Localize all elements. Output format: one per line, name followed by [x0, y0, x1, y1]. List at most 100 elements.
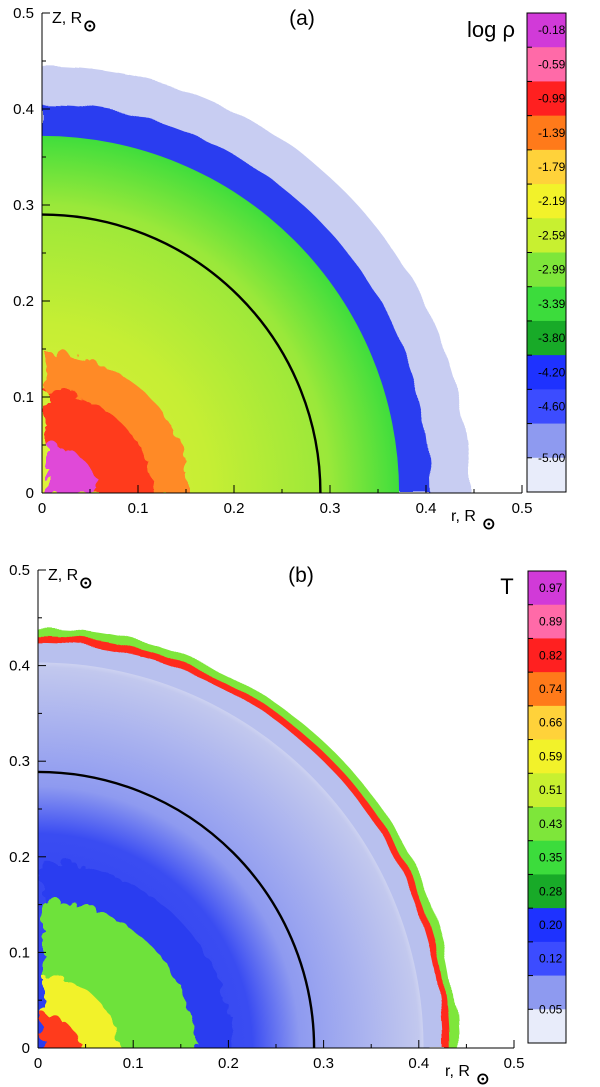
colorbar-swatch: [528, 874, 566, 909]
sun-symbol-dot-icon: [84, 581, 88, 585]
colorbar-label: -4.20: [538, 365, 566, 379]
colorbar-label: 0.35: [539, 851, 563, 865]
sun-symbol-icon: [477, 1073, 489, 1085]
colorbar-label: 0.59: [539, 749, 563, 763]
colorbar-label: 0.82: [539, 648, 563, 662]
x-tick-label: 0.3: [313, 1055, 334, 1072]
x-tick-label: 0.3: [320, 500, 341, 517]
colorbar-swatch: [527, 355, 566, 390]
colorbar-swatch: [527, 115, 566, 151]
colorbar-swatch: [527, 286, 566, 322]
colorbar-swatch: [527, 13, 566, 48]
sun-symbol-dot-icon: [487, 522, 491, 526]
y-tick-label: 0.4: [9, 658, 30, 675]
colorbar-swatch: [528, 705, 566, 741]
y-tick-label: 0.2: [9, 849, 30, 866]
colorbar-swatch: [527, 389, 566, 425]
colorbar-label: -0.99: [538, 92, 566, 106]
colorbar-swatch: [527, 149, 566, 185]
colorbar-label: -5.00: [538, 451, 566, 465]
colorbar-label: 0.05: [539, 1002, 563, 1016]
x-tick-label: 0.4: [416, 500, 437, 517]
colorbar-swatch: [528, 807, 566, 842]
colorbar-label: -0.18: [538, 23, 566, 37]
colorbar-swatch: [527, 320, 566, 356]
y-axis-label: Z, R: [52, 10, 96, 32]
colorbar-swatch: [528, 571, 566, 606]
x-tick-label: 0.1: [123, 1055, 144, 1072]
y-tick-label: 0.5: [9, 562, 30, 579]
x-axis-label: r, R: [451, 508, 495, 530]
y-axis-label-text: Z, R: [52, 10, 82, 27]
colorbar-label: -2.19: [538, 194, 566, 208]
colorbar-swatch: [527, 81, 566, 117]
reference-circle: [38, 770, 316, 1048]
colorbar-swatch: [528, 739, 566, 774]
colorbar-label: 0.74: [539, 682, 563, 696]
colorbar-swatch: [527, 252, 566, 288]
colorbar-label: -3.39: [538, 297, 566, 311]
colorbar-swatch: [528, 773, 566, 808]
colorbar-swatch: [527, 218, 566, 253]
colorbar-swatch: [527, 457, 566, 493]
colorbar-label: -2.99: [538, 263, 566, 277]
y-tick-label: 0.5: [13, 5, 34, 22]
sun-symbol-icon: [84, 20, 96, 32]
x-tick-label: 0.2: [218, 1055, 239, 1072]
colorbar-swatch: [528, 908, 566, 943]
sun-symbol-icon: [80, 577, 92, 589]
core-group: [42, 349, 186, 493]
colorbar-swatch: [528, 638, 566, 673]
reference-circle: [42, 213, 322, 493]
colorbar-swatch: [527, 47, 566, 82]
colorbar-label: 0.43: [539, 817, 563, 831]
plume-red-region: [38, 1009, 77, 1048]
x-tick-label: 0.5: [512, 500, 533, 517]
heatmap-field: [38, 570, 514, 1048]
x-tick-label: 0.1: [128, 500, 149, 517]
colorbar-label: 0.66: [539, 716, 563, 730]
colorbar-label: 0.12: [539, 952, 563, 966]
x-tick-label: 0: [34, 1055, 42, 1072]
x-tick-label: 0: [38, 500, 46, 517]
sun-symbol-icon: [483, 518, 495, 530]
y-tick-label: 0: [22, 1040, 30, 1057]
colorbar-label: 0.28: [539, 884, 563, 898]
colorbar-label: 0.20: [539, 918, 563, 932]
y-tick-label: 0.4: [13, 101, 34, 118]
colorbar-label: -1.39: [538, 126, 566, 140]
panel-a-density-plot: 0 0.1 0.2 0.3 0.4 0.5 0 0.1 0.2 0.3 0.4 0.5 Z, R r, R…: [13, 5, 567, 530]
sun-symbol-dot-icon: [481, 1077, 485, 1081]
colorbar-label: -4.60: [538, 399, 566, 413]
y-tick-label: 0: [26, 485, 34, 502]
panel-label: (b): [288, 564, 314, 587]
panel-label: (a): [289, 7, 315, 30]
colorbar-label: -2.59: [538, 228, 566, 242]
colorbar-swatch: [528, 975, 566, 1010]
x-tick-label: 0.4: [408, 1055, 429, 1072]
heatmap-field: [42, 13, 522, 493]
colorbar-label: -1.79: [538, 160, 566, 174]
plume-group: [38, 857, 229, 1048]
y-tick-label: 0.1: [9, 944, 30, 961]
y-tick-label: 0.3: [13, 197, 34, 214]
colorbar-swatch: [528, 941, 566, 977]
colorbar-label: 0.89: [539, 615, 563, 629]
colorbar-title: T: [500, 574, 513, 599]
sun-symbol-dot-icon: [88, 24, 92, 28]
y-tick-label: 0.2: [13, 293, 34, 310]
colorbar-label: 0.97: [539, 581, 563, 595]
y-axis-label-text: Z, R: [48, 567, 78, 584]
colorbar-swatch: [528, 840, 566, 875]
x-tick-label: 0.5: [504, 1055, 525, 1072]
x-axis-label: r, R: [445, 1063, 489, 1085]
colorbar-swatch: [528, 672, 566, 707]
y-axis-label: Z, R: [48, 567, 92, 589]
core-magenta-region: [42, 440, 95, 493]
y-tick-label: 0.1: [13, 389, 34, 406]
x-axis-label-text: r, R: [451, 508, 476, 525]
colorbar-swatch: [527, 423, 566, 459]
x-tick-label: 0.2: [224, 500, 245, 517]
colorbar-title: log ρ: [467, 17, 515, 42]
colorbar-swatch: [528, 604, 566, 639]
